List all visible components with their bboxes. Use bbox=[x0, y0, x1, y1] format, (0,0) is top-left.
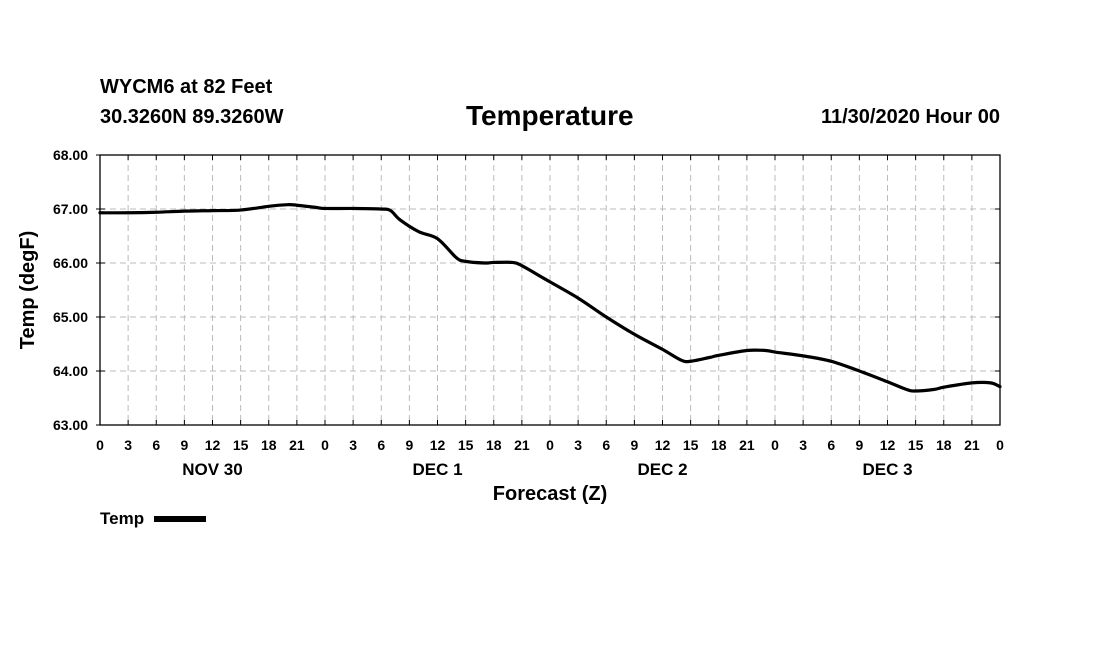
y-tick-label: 66.00 bbox=[53, 255, 88, 271]
axis-ticks bbox=[96, 154, 1001, 426]
legend-swatch bbox=[154, 516, 207, 522]
x-tick-label: 15 bbox=[233, 437, 249, 453]
grid-lines bbox=[100, 155, 1000, 425]
x-tick-label: 9 bbox=[855, 437, 863, 453]
y-tick-label: 67.00 bbox=[53, 201, 88, 217]
y-tick-label: 64.00 bbox=[53, 363, 88, 379]
axis-tick-labels: 0 3 6 9 12 15 18 21 0 3 6 9 12 15 18 21 0 3 6 9 12 15 18 21 0 3 6 9… bbox=[53, 147, 1004, 479]
x-tick-label: 3 bbox=[574, 437, 582, 453]
forecast-run-time: 11/30/2020 Hour 00 bbox=[820, 106, 1000, 128]
x-tick-label: 12 bbox=[655, 437, 671, 453]
x-tick-label: 15 bbox=[458, 437, 474, 453]
x-axis-label: Forecast (Z) bbox=[493, 483, 607, 505]
x-tick-label: 21 bbox=[739, 437, 755, 453]
x-tick-label: 21 bbox=[514, 437, 530, 453]
x-tick-label: 6 bbox=[152, 437, 160, 453]
x-tick-label: 18 bbox=[936, 437, 952, 453]
x-tick-label: 0 bbox=[996, 437, 1004, 453]
x-tick-label: 9 bbox=[405, 437, 413, 453]
x-tick-label: 3 bbox=[349, 437, 357, 453]
x-tick-label: 6 bbox=[377, 437, 385, 453]
y-tick-label: 68.00 bbox=[53, 147, 88, 163]
x-tick-label: 21 bbox=[964, 437, 980, 453]
y-tick-label: 63.00 bbox=[53, 417, 88, 433]
plot-frame bbox=[99, 154, 1001, 426]
x-tick-label: 3 bbox=[124, 437, 132, 453]
x-tick-label: 6 bbox=[602, 437, 610, 453]
station-name: WYCM6 at 82 Feet bbox=[100, 76, 273, 98]
x-tick-label: 15 bbox=[908, 437, 924, 453]
day-label: DEC 3 bbox=[862, 460, 912, 479]
x-tick-label: 0 bbox=[546, 437, 554, 453]
legend-label: Temp bbox=[100, 509, 145, 528]
series-line-temp bbox=[98, 203, 1002, 393]
chart-title: Temperature bbox=[466, 100, 634, 131]
x-tick-label: 18 bbox=[711, 437, 727, 453]
station-coordinates: 30.3260N 89.3260W bbox=[100, 106, 284, 128]
x-tick-label: 12 bbox=[205, 437, 221, 453]
day-label: DEC 2 bbox=[637, 460, 687, 479]
legend: Temp bbox=[100, 509, 207, 529]
x-tick-label: 0 bbox=[321, 437, 329, 453]
x-tick-label: 3 bbox=[799, 437, 807, 453]
x-tick-label: 9 bbox=[630, 437, 638, 453]
x-tick-label: 15 bbox=[683, 437, 699, 453]
x-tick-label: 0 bbox=[96, 437, 104, 453]
x-tick-label: 9 bbox=[180, 437, 188, 453]
x-tick-label: 12 bbox=[880, 437, 896, 453]
day-label: NOV 30 bbox=[182, 460, 242, 479]
x-tick-label: 6 bbox=[827, 437, 835, 453]
x-tick-label: 21 bbox=[289, 437, 305, 453]
x-tick-label: 12 bbox=[430, 437, 446, 453]
x-tick-label: 0 bbox=[771, 437, 779, 453]
y-tick-label: 65.00 bbox=[53, 309, 88, 325]
day-label: DEC 1 bbox=[412, 460, 462, 479]
x-tick-label: 18 bbox=[486, 437, 502, 453]
x-tick-label: 18 bbox=[261, 437, 277, 453]
y-axis-label: Temp (degF) bbox=[17, 231, 39, 350]
